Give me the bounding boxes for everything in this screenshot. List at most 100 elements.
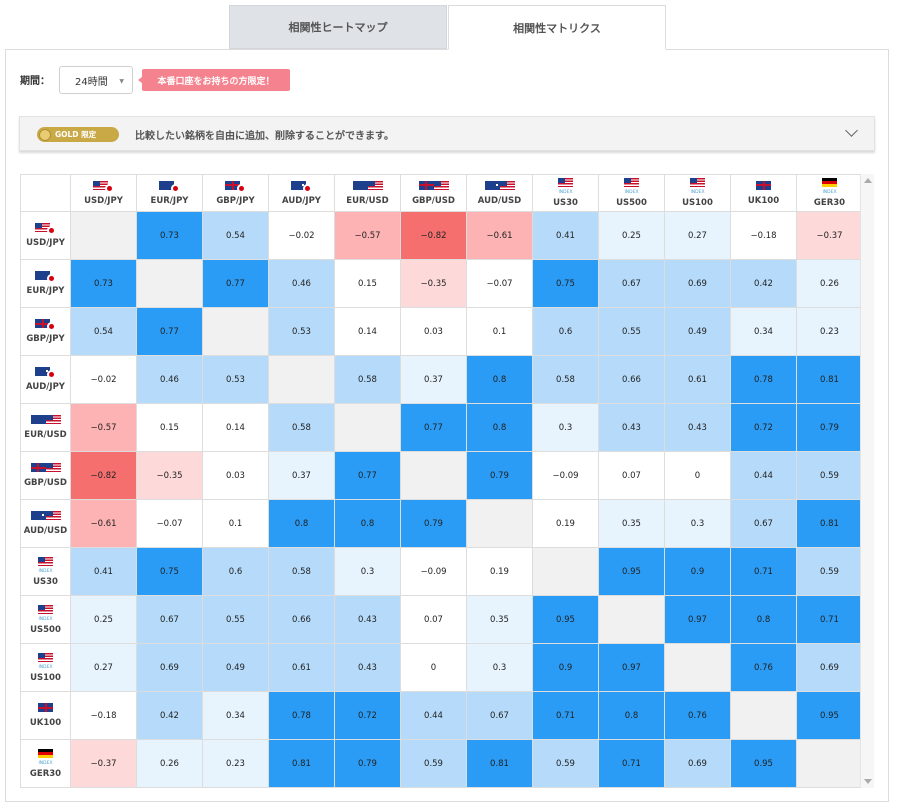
correlation-cell: 0.67	[466, 691, 533, 740]
flag-uk-icon	[756, 180, 771, 190]
flag-us-icon	[499, 180, 515, 190]
row-flags-10	[38, 703, 53, 715]
col-flags-5	[418, 180, 449, 193]
correlation-cell: 0.75	[532, 259, 599, 308]
matrix-row: INDEX US500 0.25 0.67 0.55 0.66 0.43 0.07 0.35 0.…	[20, 595, 863, 644]
correlation-cell: 0.8	[466, 355, 533, 404]
correlation-cell: 0.67	[136, 595, 203, 644]
row-header: INDEX US30	[20, 547, 71, 596]
correlation-cell: −0.57	[334, 211, 401, 260]
correlation-cell: 0.1	[466, 307, 533, 356]
correlation-cell: 0.61	[664, 355, 731, 404]
diagonal-cell	[334, 403, 401, 452]
col-flags-2	[225, 180, 246, 193]
flag-uk-icon	[225, 180, 240, 190]
correlation-cell: −0.82	[70, 451, 137, 500]
correlation-cell: 0.03	[202, 451, 269, 500]
flag-us-icon	[35, 223, 50, 232]
flag-jp-icon	[237, 183, 246, 193]
row-symbol-label: AUD/USD	[23, 526, 68, 536]
matrix-row: INDEX US30 0.41 0.75 0.6 0.58 0.3 −0.09 0.19 0.95…	[20, 547, 863, 596]
flag-jp-icon	[303, 183, 312, 193]
col-symbol-label: US30	[553, 198, 578, 208]
col-symbol-label: UK100	[747, 195, 780, 206]
row-flags-11	[38, 748, 53, 761]
diagonal-cell	[268, 355, 335, 404]
correlation-cell: −0.35	[136, 451, 203, 500]
matrix-row: UK100 −0.18 0.42 0.34 0.78 0.72 0.44 0.67 0.71 0.…	[20, 691, 863, 740]
correlation-cell: 0.8	[268, 499, 335, 548]
row-header: EUR/JPY	[20, 259, 71, 308]
matrix-row: USD/JPY 0.73 0.54 −0.02 −0.57 −0.82 −0.61 0.41 0…	[20, 211, 863, 260]
tab-heatmap[interactable]: 相関性ヒートマップ	[229, 5, 447, 49]
correlation-cell: 0.61	[268, 643, 335, 692]
correlation-cell: 0.1	[202, 499, 269, 548]
correlation-cell: 0.49	[202, 643, 269, 692]
row-flags-8	[38, 604, 53, 617]
scroll-down-icon[interactable]	[864, 779, 872, 784]
correlation-cell: 0.44	[400, 691, 467, 740]
col-symbol-label: US100	[682, 198, 713, 208]
col-flags-3	[291, 180, 312, 193]
correlation-cell: 0.6	[202, 547, 269, 596]
correlation-cell: −0.07	[136, 499, 203, 548]
correlation-cell: 0.26	[796, 259, 863, 308]
correlation-cell: 0.3	[664, 499, 731, 548]
correlation-cell: 0.59	[796, 451, 863, 500]
column-header: AUD/USD	[466, 174, 533, 212]
period-select[interactable]: 24時間 ▼	[59, 66, 133, 94]
flag-uk-icon	[38, 703, 53, 712]
correlation-cell: 0.77	[136, 307, 203, 356]
correlation-cell: 0.97	[664, 595, 731, 644]
scroll-up-icon[interactable]	[864, 178, 872, 183]
correlation-cell: 0.23	[202, 739, 269, 788]
row-flags-5	[30, 463, 61, 475]
row-index-tag-9: INDEX	[38, 664, 53, 670]
flag-de-icon	[38, 748, 53, 758]
correlation-cell: 0.3	[466, 643, 533, 692]
correlation-cell: 0.44	[730, 451, 797, 500]
correlation-cell: 0.97	[598, 643, 665, 692]
correlation-cell: 0.77	[202, 259, 269, 308]
row-symbol-label: GBP/USD	[24, 478, 67, 488]
row-flags-7	[38, 556, 53, 569]
diagonal-cell	[664, 643, 731, 692]
chevron-down-icon: ▼	[119, 78, 124, 85]
chevron-down-icon[interactable]	[845, 124, 858, 137]
row-header: USD/JPY	[20, 211, 71, 260]
correlation-cell: 0.69	[796, 643, 863, 692]
matrix-scrollbar[interactable]	[860, 174, 874, 788]
matrix-row: GBP/JPY 0.54 0.77 0.53 0.14 0.03 0.1 0.6 0.55 0.4…	[20, 307, 863, 356]
flag-us-icon	[558, 178, 573, 187]
diagonal-cell	[136, 259, 203, 308]
correlation-cell: 0.59	[796, 547, 863, 596]
col-symbol-label: GBP/JPY	[216, 195, 255, 206]
matrix-header-row: USD/JPY EUR/JPY GBP/JPY AUD/JPY EUR/USD GBP/U…	[20, 174, 863, 212]
flag-jp-icon	[105, 183, 114, 193]
correlation-cell: −0.07	[466, 259, 533, 308]
column-header: USD/JPY	[70, 174, 137, 212]
flag-jp-icon	[47, 322, 56, 331]
flag-eu-icon	[159, 180, 174, 190]
correlation-cell: 0.9	[532, 643, 599, 692]
row-flags-4	[30, 415, 61, 427]
flag-us-icon	[38, 604, 53, 614]
correlation-cell: 0.35	[598, 499, 665, 548]
correlation-cell: 0.8	[466, 403, 533, 452]
correlation-cell: 0.23	[796, 307, 863, 356]
row-symbol-label: US100	[30, 672, 61, 683]
column-header: INDEX US100	[664, 174, 731, 212]
correlation-cell: 0.27	[70, 643, 137, 692]
correlation-cell: 0.55	[202, 595, 269, 644]
row-flags-9	[38, 652, 53, 665]
tab-matrix[interactable]: 相関性マトリクス	[448, 5, 666, 50]
flag-eu-icon	[30, 415, 46, 424]
gold-accordion[interactable]: GOLD 限定 比較したい銘柄を自由に追加、削除することができます。	[19, 116, 875, 151]
correlation-cell: 0.79	[466, 451, 533, 500]
col-flags-9	[690, 178, 705, 190]
column-header: INDEX US30	[532, 174, 599, 212]
promo-badge[interactable]: 本番口座をお持ちの方限定！	[138, 69, 290, 91]
correlation-cell: −0.37	[796, 211, 863, 260]
correlation-cell: 0.41	[70, 547, 137, 596]
correlation-cell: 0.43	[334, 595, 401, 644]
